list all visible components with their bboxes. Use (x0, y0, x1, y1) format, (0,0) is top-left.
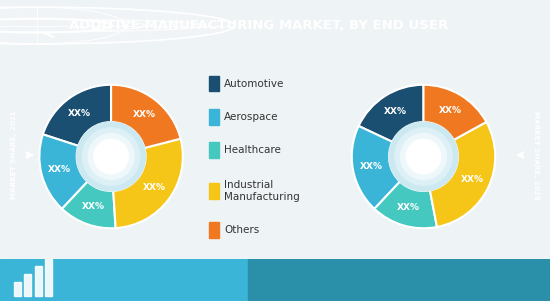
Text: XX%: XX% (460, 175, 483, 184)
Bar (248, 259, 550, 301)
Bar (209, 142, 219, 158)
Bar (209, 183, 219, 199)
Circle shape (389, 122, 458, 191)
Text: Healthcare: Healthcare (224, 145, 281, 155)
Bar (35, 265, 42, 296)
Text: XX%: XX% (143, 183, 166, 192)
Wedge shape (111, 85, 180, 148)
Bar (209, 76, 219, 92)
Text: Aerospace: Aerospace (224, 112, 278, 122)
Bar (24, 274, 31, 296)
Bar (209, 109, 219, 125)
Wedge shape (375, 182, 437, 228)
Text: XX%: XX% (81, 202, 104, 211)
Text: Others: Others (224, 225, 259, 235)
Circle shape (94, 139, 128, 174)
Wedge shape (62, 182, 116, 228)
Circle shape (0, 7, 235, 44)
Wedge shape (424, 85, 486, 140)
Text: MARKET SHARE, 2028: MARKET SHARE, 2028 (533, 110, 538, 200)
Bar (14, 282, 21, 296)
Text: Industrial
Manufacturing: Industrial Manufacturing (224, 180, 300, 202)
Wedge shape (43, 85, 111, 146)
Text: XX%: XX% (133, 110, 155, 119)
Circle shape (88, 134, 134, 179)
Circle shape (76, 122, 146, 191)
Text: XX%: XX% (68, 109, 91, 118)
Circle shape (400, 134, 447, 179)
Circle shape (406, 139, 441, 174)
Circle shape (82, 128, 140, 185)
Text: XX%: XX% (397, 203, 420, 212)
Text: XX%: XX% (360, 162, 382, 171)
Wedge shape (352, 126, 400, 209)
Circle shape (395, 128, 452, 185)
Bar (209, 222, 219, 238)
Wedge shape (113, 139, 183, 228)
Bar (45, 259, 52, 296)
Text: Automotive: Automotive (224, 79, 284, 88)
Wedge shape (359, 85, 424, 142)
Wedge shape (40, 134, 87, 209)
Text: XX%: XX% (383, 107, 406, 116)
Text: ADDITIVE MANUFACTURING MARKET, BY END USER: ADDITIVE MANUFACTURING MARKET, BY END US… (69, 19, 448, 32)
Wedge shape (430, 122, 495, 227)
Text: MARKET SHARE, 2021: MARKET SHARE, 2021 (12, 111, 17, 199)
Text: XX%: XX% (48, 165, 71, 174)
Text: XX%: XX% (439, 106, 462, 115)
